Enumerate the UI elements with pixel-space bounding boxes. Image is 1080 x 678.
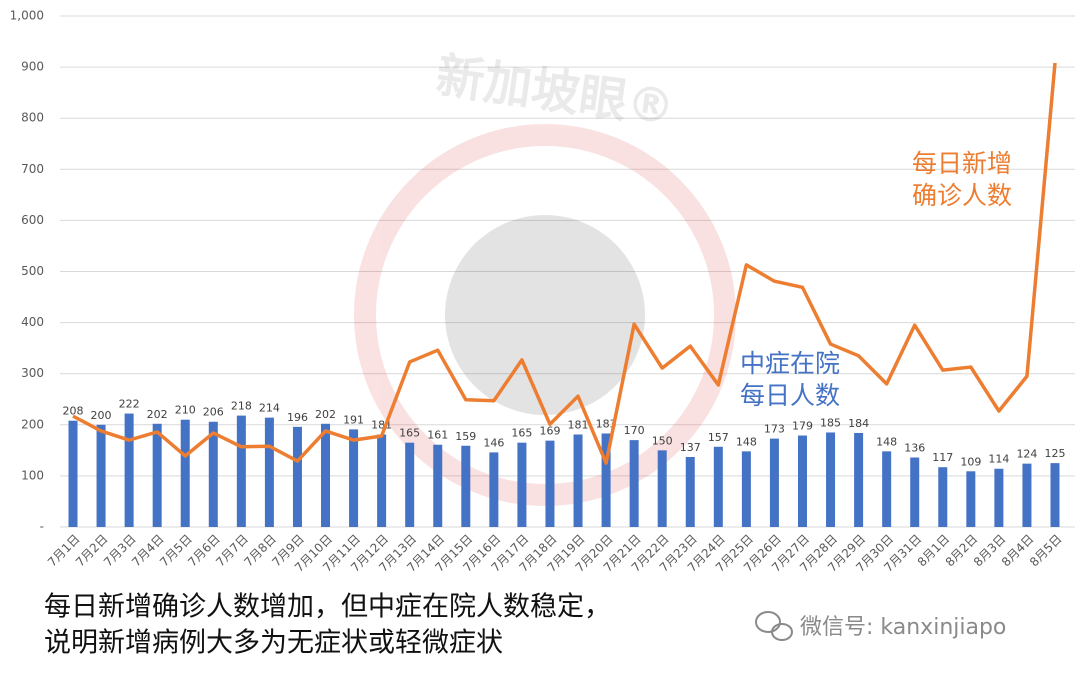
caption-line: 每日新增确诊人数增加，但中症在院人数稳定，	[44, 592, 611, 623]
series-label: 每日新增	[912, 149, 1012, 178]
value-label: 137	[680, 441, 701, 454]
value-label: 202	[315, 408, 336, 421]
source-watermark: 微信号: kanxinjiapo	[800, 615, 1006, 640]
y-tick-label: 900	[21, 60, 44, 74]
value-label: 202	[147, 408, 168, 421]
bar	[938, 467, 948, 527]
y-tick-label: 100	[21, 468, 44, 482]
value-label: 148	[876, 435, 897, 448]
value-label: 210	[175, 404, 196, 417]
bar	[433, 444, 443, 527]
value-label: 148	[736, 435, 757, 448]
value-label: 214	[259, 402, 280, 415]
value-label: 173	[764, 423, 785, 436]
bar	[826, 432, 836, 527]
bar	[264, 417, 274, 527]
bar	[545, 440, 555, 527]
bar	[405, 442, 415, 527]
value-label: 170	[624, 424, 645, 437]
y-tick-label: 600	[21, 213, 44, 227]
value-label: 124	[1016, 448, 1037, 461]
bar	[797, 435, 807, 527]
value-label: 196	[287, 411, 308, 424]
bar	[657, 450, 667, 527]
value-label: 136	[904, 442, 925, 455]
bar	[124, 413, 134, 527]
line	[72, 62, 1057, 465]
bar	[208, 421, 218, 527]
series-label: 中症在院	[740, 349, 840, 378]
value-label: 208	[63, 405, 84, 418]
logo-watermark	[354, 124, 736, 506]
bar	[741, 451, 751, 527]
bar	[1022, 463, 1032, 527]
bar	[96, 424, 106, 527]
value-label: 218	[231, 400, 252, 413]
logo-core	[445, 215, 645, 415]
bar	[601, 433, 611, 527]
value-label: 165	[511, 427, 532, 440]
value-label: 165	[399, 427, 420, 440]
value-label: 179	[792, 420, 813, 433]
series-label: 确诊人数	[912, 181, 1012, 210]
y-tick-label: 400	[21, 315, 44, 329]
y-tick-label: 300	[21, 366, 44, 380]
value-label: 125	[1045, 447, 1066, 460]
value-label: 169	[539, 425, 560, 438]
bar	[994, 468, 1004, 527]
bar	[573, 434, 583, 527]
bar	[377, 434, 387, 527]
y-tick-label: -	[40, 520, 44, 534]
bar	[349, 429, 359, 527]
bar	[882, 451, 892, 527]
value-label: 181	[568, 419, 589, 432]
bar	[854, 432, 864, 527]
bar	[321, 423, 331, 527]
value-label: 117	[932, 451, 953, 464]
value-label: 161	[427, 429, 448, 442]
value-label: 157	[708, 431, 729, 444]
bar	[910, 457, 920, 527]
grid	[60, 15, 1075, 528]
bar	[489, 452, 499, 527]
x-tick-label: 8月5日	[1027, 532, 1065, 570]
bar	[629, 440, 639, 527]
logo-ring	[354, 124, 736, 506]
y-tick-label: 500	[21, 264, 44, 278]
wechat-icon	[755, 611, 793, 641]
value-label: 185	[820, 416, 841, 429]
bar	[152, 423, 162, 527]
value-label: 109	[960, 455, 981, 468]
bar	[68, 420, 78, 527]
value-label: 114	[988, 453, 1009, 466]
bar	[236, 415, 246, 527]
value-label: 206	[203, 406, 224, 419]
bar	[769, 438, 779, 527]
bar	[713, 446, 723, 527]
series-label: 每日人数	[740, 381, 840, 410]
bar	[966, 471, 976, 527]
value-label: 150	[652, 434, 673, 447]
y-tick-label: 700	[21, 162, 44, 176]
bar	[180, 419, 190, 527]
value-label: 222	[119, 398, 140, 411]
bar	[517, 442, 527, 527]
value-label: 191	[343, 413, 364, 426]
bar	[1050, 463, 1060, 527]
value-label: 146	[483, 436, 504, 449]
value-label: 184	[848, 417, 869, 430]
y-tick-label: 800	[21, 111, 44, 125]
value-label: 200	[91, 409, 112, 422]
brand-watermark: 新加坡眼®	[433, 48, 678, 137]
caption-line: 说明新增病例大多为无症状或轻微症状	[44, 628, 503, 659]
value-label: 159	[455, 430, 476, 443]
bar	[461, 445, 471, 527]
bar	[685, 456, 695, 527]
bar	[292, 426, 302, 527]
y-tick-label: 200	[21, 417, 44, 431]
value-label: 183	[596, 417, 617, 430]
y-tick-label: 1,000	[10, 9, 44, 23]
